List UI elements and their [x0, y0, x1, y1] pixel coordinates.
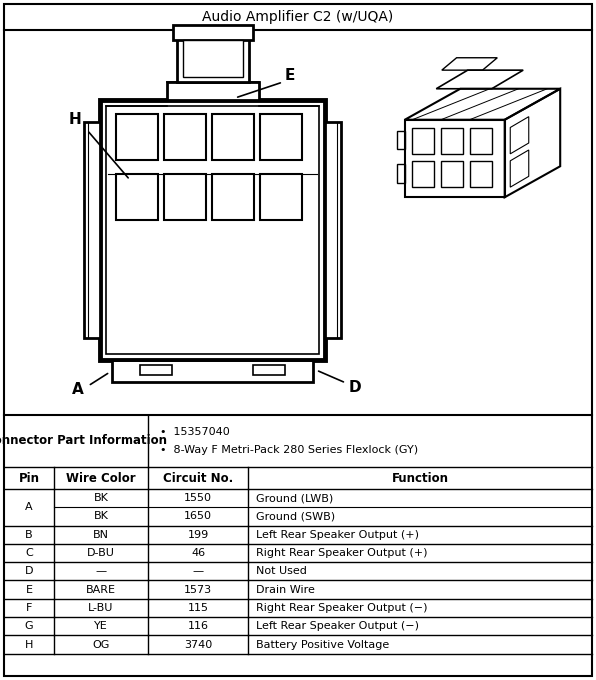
Text: E: E	[285, 67, 295, 82]
Text: D: D	[25, 566, 33, 577]
Bar	[116, 114, 158, 160]
Text: D: D	[349, 381, 361, 396]
Bar	[106, 106, 319, 354]
Text: H: H	[25, 640, 33, 649]
Text: 116: 116	[188, 622, 209, 631]
Text: A: A	[72, 382, 84, 398]
Text: Right Rear Speaker Output (−): Right Rear Speaker Output (−)	[256, 603, 427, 613]
Text: Drain Wire: Drain Wire	[256, 585, 315, 594]
Text: G: G	[24, 622, 33, 631]
Text: YE: YE	[94, 622, 108, 631]
Bar	[140, 365, 172, 375]
Bar	[212, 114, 254, 160]
Bar	[260, 114, 302, 160]
Text: Pin: Pin	[18, 471, 39, 484]
Bar	[166, 82, 259, 100]
Text: BARE: BARE	[86, 585, 116, 594]
Text: Circuit No.: Circuit No.	[163, 471, 233, 484]
Text: 115: 115	[188, 603, 209, 613]
Text: Audio Amplifier C2 (w/UQA): Audio Amplifier C2 (w/UQA)	[203, 10, 393, 24]
Text: Left Rear Speaker Output (+): Left Rear Speaker Output (+)	[256, 530, 419, 540]
Text: Battery Positive Voltage: Battery Positive Voltage	[256, 640, 389, 649]
Text: BK: BK	[94, 511, 108, 522]
Text: E: E	[26, 585, 33, 594]
Bar	[112, 360, 313, 382]
Bar	[182, 40, 243, 77]
Text: A: A	[25, 503, 33, 512]
Text: 3740: 3740	[184, 640, 212, 649]
Text: •  15357040: • 15357040	[160, 426, 230, 437]
Text: •  8-Way F Metri-Pack 280 Series Flexlock (GY): • 8-Way F Metri-Pack 280 Series Flexlock…	[160, 445, 418, 456]
Bar	[84, 122, 100, 338]
Text: Ground (SWB): Ground (SWB)	[256, 511, 335, 522]
Text: C: C	[25, 548, 33, 558]
Text: Left Rear Speaker Output (−): Left Rear Speaker Output (−)	[256, 622, 419, 631]
Text: Ground (LWB): Ground (LWB)	[256, 493, 333, 503]
Text: —: —	[95, 566, 107, 577]
Text: 1550: 1550	[184, 493, 212, 503]
Bar	[260, 174, 302, 220]
Text: L-BU: L-BU	[88, 603, 114, 613]
Text: Function: Function	[392, 471, 449, 484]
Text: BK: BK	[94, 493, 108, 503]
Bar	[253, 365, 285, 375]
Text: 199: 199	[187, 530, 209, 540]
Bar	[176, 37, 249, 82]
Text: —: —	[193, 566, 204, 577]
Text: 1573: 1573	[184, 585, 212, 594]
Text: H: H	[69, 112, 82, 128]
Text: BN: BN	[93, 530, 109, 540]
Text: Wire Color: Wire Color	[66, 471, 136, 484]
Text: OG: OG	[92, 640, 110, 649]
Bar	[172, 25, 253, 40]
Bar	[100, 100, 325, 360]
Text: Connector Part Information: Connector Part Information	[0, 435, 167, 447]
Text: 46: 46	[191, 548, 205, 558]
Text: D-BU: D-BU	[87, 548, 115, 558]
Text: Right Rear Speaker Output (+): Right Rear Speaker Output (+)	[256, 548, 427, 558]
Bar	[164, 174, 206, 220]
Text: 1650: 1650	[184, 511, 212, 522]
Bar	[116, 174, 158, 220]
Text: F: F	[26, 603, 32, 613]
Bar	[212, 174, 254, 220]
Text: B: B	[25, 530, 33, 540]
Bar	[325, 122, 341, 338]
Bar	[164, 114, 206, 160]
Text: Not Used: Not Used	[256, 566, 307, 577]
